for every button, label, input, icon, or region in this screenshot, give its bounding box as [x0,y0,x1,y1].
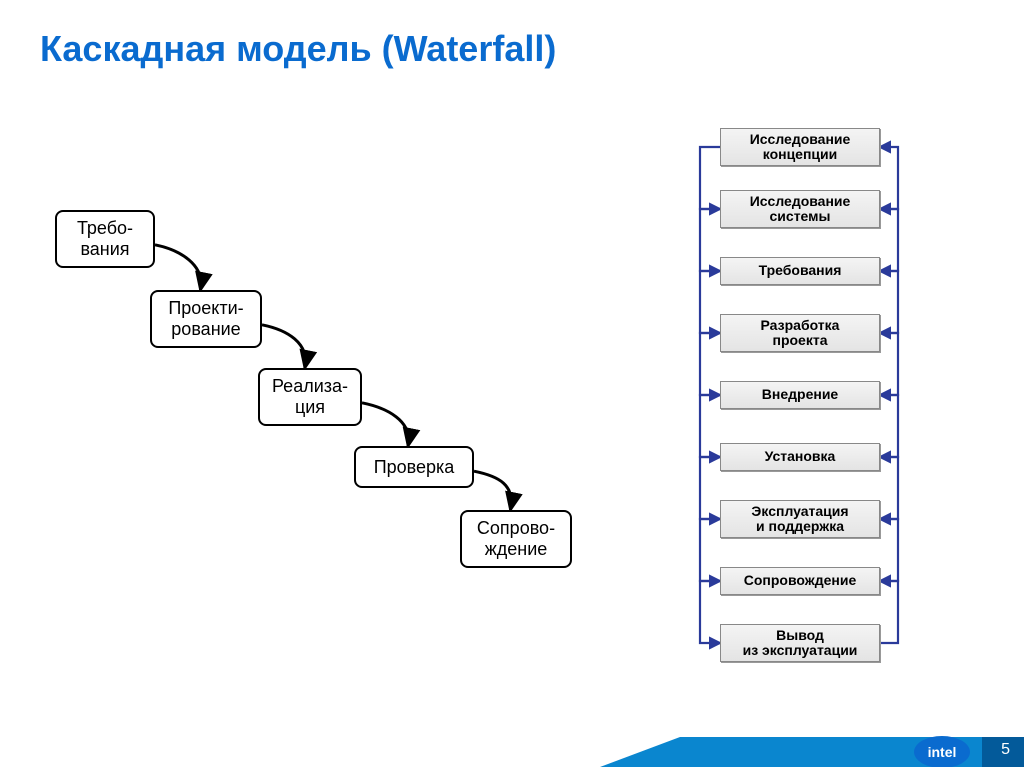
waterfall-box-n3: Реализа-ция [258,368,362,426]
lifecycle-box-1: Исследованиесистемы [720,190,880,228]
lifecycle-box-2: Требования [720,257,880,285]
footer-bar: intel 5 [0,725,1024,767]
waterfall-box-n5: Сопрово-ждение [460,510,572,568]
slide: Каскадная модель (Waterfall) intel 5 Тре… [0,0,1024,767]
lifecycle-box-3: Разработкапроекта [720,314,880,352]
svg-text:intel: intel [928,744,957,760]
waterfall-box-n1: Требо-вания [55,210,155,268]
lifecycle-box-8: Выводиз эксплуатации [720,624,880,662]
footer-graphic: intel [0,725,1024,767]
lifecycle-box-4: Внедрение [720,381,880,409]
page-number: 5 [1001,741,1010,759]
page-title: Каскадная модель (Waterfall) [40,28,556,70]
lifecycle-box-5: Установка [720,443,880,471]
waterfall-box-n2: Проекти-рование [150,290,262,348]
lifecycle-box-6: Эксплуатацияи поддержка [720,500,880,538]
lifecycle-box-0: Исследованиеконцепции [720,128,880,166]
lifecycle-box-7: Сопровождение [720,567,880,595]
waterfall-box-n4: Проверка [354,446,474,488]
